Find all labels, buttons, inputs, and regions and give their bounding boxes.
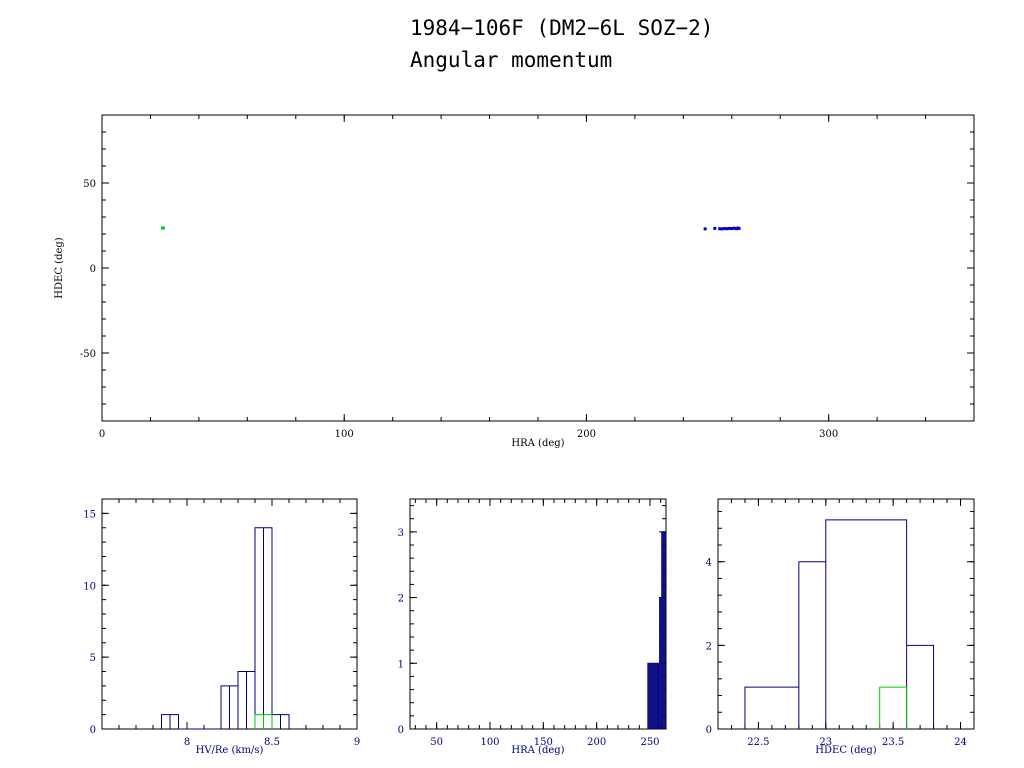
scatter-point <box>720 227 724 231</box>
x-tick-label: 100 <box>335 429 354 440</box>
x-tick-label: 150 <box>534 737 553 748</box>
y-tick-label: 3 <box>398 528 404 539</box>
y-tick-label: 0 <box>398 725 404 736</box>
scatter-point <box>725 227 729 231</box>
histogram-step <box>744 519 935 729</box>
x-tick-label: 200 <box>577 429 596 440</box>
x-tick-label: 23 <box>819 737 832 748</box>
y-tick-label: 50 <box>83 179 96 190</box>
scatter-point <box>727 226 731 230</box>
y-tick-label: 2 <box>398 594 404 605</box>
x-axis-label: HDEC (deg) <box>815 745 876 756</box>
x-tick-label: 9 <box>354 737 360 748</box>
y-tick-label: 0 <box>90 264 96 275</box>
x-tick-label: 23.5 <box>882 737 904 748</box>
scatter-point <box>737 226 741 230</box>
x-tick-label: 250 <box>640 737 659 748</box>
scatter-point <box>161 226 165 230</box>
x-tick-label: 300 <box>819 429 838 440</box>
x-tick-label: 50 <box>430 737 443 748</box>
x-tick-label: 8 <box>184 737 190 748</box>
x-tick-label: 0 <box>99 429 105 440</box>
panel-3: 50 100 150 200 250 0 1 2 3 HRA (deg) <box>398 498 667 756</box>
y-tick-label: 5 <box>90 653 96 664</box>
histogram-step <box>254 714 273 729</box>
scatter-point <box>723 227 727 231</box>
y-tick-label: -50 <box>80 349 96 360</box>
chart-subtitle: Angular momentum <box>410 48 613 72</box>
plot-frame <box>101 114 975 422</box>
x-tick-label: 24 <box>954 737 967 748</box>
x-axis-label: HRA (deg) <box>511 438 564 449</box>
scatter-point <box>703 227 707 231</box>
x-tick-label: 100 <box>480 737 499 748</box>
x-tick-label: 8.5 <box>264 737 280 748</box>
plot-frame <box>717 498 975 730</box>
y-tick-label: 10 <box>83 581 96 592</box>
panel-1: 0 100 200 300 -50 0 50 HRA (deg) HDEC (deg) <box>54 114 975 449</box>
scatter-point <box>730 227 734 231</box>
histogram-step <box>161 527 290 730</box>
y-tick-label: 4 <box>706 558 712 569</box>
plot-frame <box>409 498 667 730</box>
x-tick-label: 22.5 <box>747 737 769 748</box>
scatter-point <box>732 226 736 230</box>
y-tick-label: 0 <box>706 725 712 736</box>
histogram-step <box>647 531 666 730</box>
x-axis-label: HRA (deg) <box>511 745 564 756</box>
y-tick-label: 0 <box>90 725 96 736</box>
histogram-step <box>879 686 908 729</box>
y-axis-label: HDEC (deg) <box>54 237 65 298</box>
chart-title: 1984−106F (DM2−6L SOZ−2) <box>410 16 714 40</box>
scatter-point <box>718 227 722 231</box>
y-tick-label: 2 <box>706 641 712 652</box>
scatter-point <box>713 226 717 230</box>
x-axis-label: HV/Re (km/s) <box>196 745 264 756</box>
x-tick-label: 200 <box>587 737 606 748</box>
y-tick-label: 15 <box>83 509 96 520</box>
panel-2: 8 8.5 9 0 5 10 15 HV/Re (km/s) <box>83 498 360 756</box>
y-tick-label: 1 <box>398 659 404 670</box>
